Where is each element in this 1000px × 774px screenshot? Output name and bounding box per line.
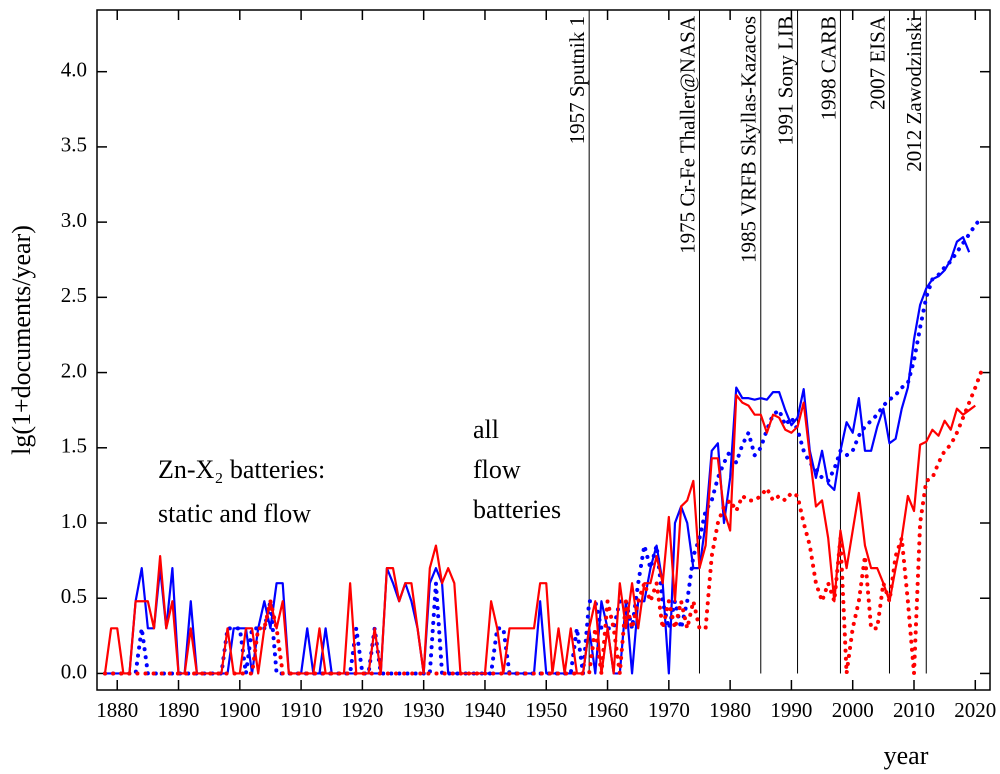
x-tick-label: 2020 <box>954 698 996 722</box>
y-axis-label: lg(1+documents/year) <box>7 225 36 455</box>
x-tick-label: 1910 <box>280 698 322 722</box>
y-tick-label: 1.5 <box>61 434 87 458</box>
y-tick-label: 4.0 <box>61 57 87 81</box>
x-axis-label: year <box>884 741 929 770</box>
x-tick-label: 1950 <box>525 698 567 722</box>
x-tick-label: 1940 <box>464 698 506 722</box>
plot-frame <box>96 9 991 691</box>
x-tick-label: 1990 <box>770 698 812 722</box>
y-tick-label: 3.0 <box>61 208 87 232</box>
annotation: flow <box>473 455 521 484</box>
event-label: 1985 VRFB Skyllas-Kazacos <box>737 16 761 263</box>
solid-line <box>104 236 971 675</box>
event-label: 1975 Cr-Fe Thaller@NASA <box>675 15 699 254</box>
event-label: 1957 Sputnik 1 <box>565 16 589 144</box>
x-tick-label: 1930 <box>403 698 445 722</box>
x-tick-label: 1960 <box>587 698 629 722</box>
y-tick-label: 2.5 <box>61 283 87 307</box>
x-tick-label: 1890 <box>158 698 200 722</box>
y-tick-label: 0.5 <box>61 584 87 608</box>
x-tick-label: 1880 <box>96 698 138 722</box>
event-label: 2007 EISA <box>865 15 889 110</box>
x-tick-label: 2010 <box>893 698 935 722</box>
x-tick-label: 1920 <box>341 698 383 722</box>
x-tick-label: 2000 <box>832 698 874 722</box>
annotation: static and flow <box>158 499 311 528</box>
dotted-line <box>102 369 984 676</box>
y-tick-label: 1.0 <box>61 509 87 533</box>
x-tick-label: 1970 <box>648 698 690 722</box>
solid-line <box>103 394 976 675</box>
y-tick-label: 0.0 <box>61 659 87 683</box>
dotted-line <box>102 215 984 676</box>
x-tick-label: 1900 <box>219 698 261 722</box>
y-tick-label: 3.5 <box>61 133 87 157</box>
x-tick-label: 1980 <box>709 698 751 722</box>
annotation: batteries <box>473 495 561 524</box>
event-label: 2012 Zawodzinski <box>902 16 926 172</box>
event-label: 1991 Sony LIB <box>773 16 797 146</box>
y-tick-label: 2.0 <box>61 358 87 382</box>
annotation: Zn-X₂ batteries: <box>158 455 325 484</box>
event-label: 1998 CARB <box>816 16 840 120</box>
annotation: all <box>473 415 499 444</box>
